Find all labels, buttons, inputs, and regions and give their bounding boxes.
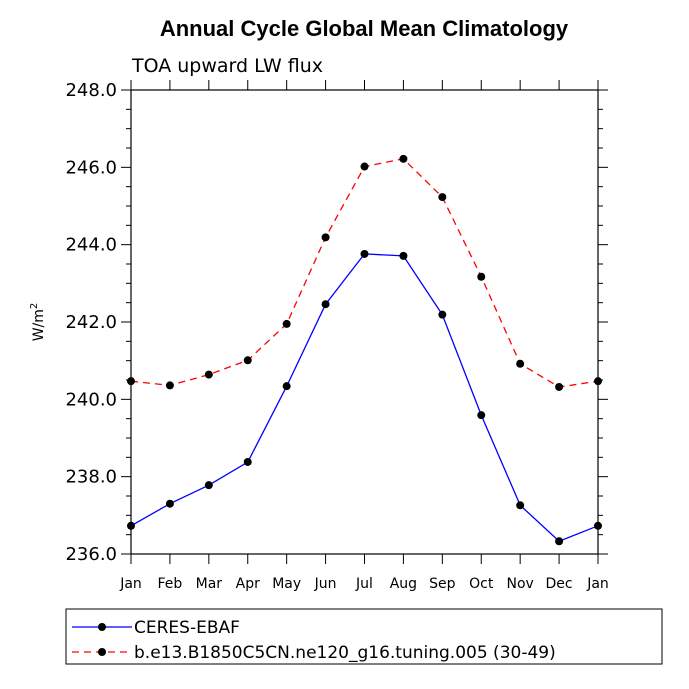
- y-tick-label: 236.0: [65, 544, 117, 565]
- series-0-point: [399, 251, 408, 260]
- series-1-point: [165, 381, 174, 390]
- series-1-point: [282, 319, 291, 328]
- legend-marker-model: [98, 648, 106, 656]
- x-tick-label: Jul: [355, 576, 373, 592]
- y-axis-label-superscript: 2: [29, 303, 40, 309]
- y-tick-labels: 236.0 238.0 240.0 242.0 244.0 246.0 248.0: [65, 80, 117, 565]
- series-1-point: [594, 377, 602, 386]
- x-tick-label: Sep: [429, 576, 456, 592]
- series-1-point: [438, 193, 447, 202]
- plot-frame: [130, 89, 599, 555]
- svg-text:W/m2: W/m2: [29, 303, 47, 342]
- y-tick-label: 238.0: [65, 467, 117, 488]
- x-tick-label: Mar: [196, 576, 223, 592]
- y-axis-label-text: W/m: [31, 309, 47, 341]
- chart-subtitle: TOA upward LW flux: [131, 55, 323, 77]
- x-tick-label: Nov: [507, 576, 534, 592]
- y-tick-label: 246.0: [65, 157, 117, 178]
- series-0-point: [360, 249, 369, 258]
- series-1-point: [477, 272, 486, 281]
- legend-label-model: b.e13.B1850C5CN.ne120_g16.tuning.005 (30…: [134, 643, 556, 663]
- x-tick-label: Jun: [314, 576, 337, 592]
- plot-axes: [121, 80, 608, 564]
- y-tick-label: 242.0: [65, 312, 117, 333]
- x-tick-label: Jan: [586, 576, 609, 592]
- chart-title: Annual Cycle Global Mean Climatology: [160, 16, 569, 41]
- series-1-point: [243, 356, 252, 365]
- series-0-point: [204, 481, 213, 490]
- y-axis-label: W/m2: [29, 303, 47, 342]
- series-1-point: [516, 359, 525, 368]
- series-0-point: [555, 537, 564, 546]
- series-1-point: [360, 162, 369, 171]
- y-tick-label: 244.0: [65, 235, 117, 256]
- series-1-point: [555, 382, 564, 391]
- x-tick-label: Aug: [390, 576, 417, 592]
- legend-label-ceres: CERES-EBAF: [134, 618, 240, 638]
- series-1-point: [321, 233, 330, 242]
- legend-box: [65, 608, 663, 665]
- y-tick-label: 240.0: [65, 389, 117, 410]
- x-tick-label: Oct: [469, 576, 494, 592]
- series-line-1: [130, 158, 599, 388]
- series-0-point: [127, 521, 135, 530]
- y-tick-label: 248.0: [65, 80, 117, 101]
- series-1-point: [204, 370, 213, 379]
- series-0-point: [477, 411, 486, 420]
- x-tick-labels: Jan Feb Mar Apr May Jun Jul Aug Sep Oct Nov Dec Jan: [119, 576, 609, 592]
- x-tick-label: May: [272, 576, 301, 592]
- series-0-point: [165, 499, 174, 508]
- series-0-point: [243, 457, 252, 466]
- series-layer: [127, 154, 602, 546]
- x-tick-label: Feb: [158, 576, 183, 592]
- legend: CERES-EBAF b.e13.B1850C5CN.ne120_g16.tun…: [65, 608, 663, 665]
- series-0-point: [516, 501, 525, 510]
- x-tick-label: Apr: [236, 576, 260, 592]
- x-tick-label: Jan: [119, 576, 142, 592]
- series-1-point: [399, 154, 408, 163]
- series-line-0: [130, 253, 599, 542]
- x-tick-label: Dec: [546, 576, 573, 592]
- series-0-point: [594, 521, 602, 530]
- series-0-point: [438, 310, 447, 319]
- series-1-point: [127, 377, 135, 386]
- series-0-point: [282, 382, 291, 391]
- legend-marker-ceres: [98, 623, 106, 631]
- series-0-point: [321, 300, 330, 309]
